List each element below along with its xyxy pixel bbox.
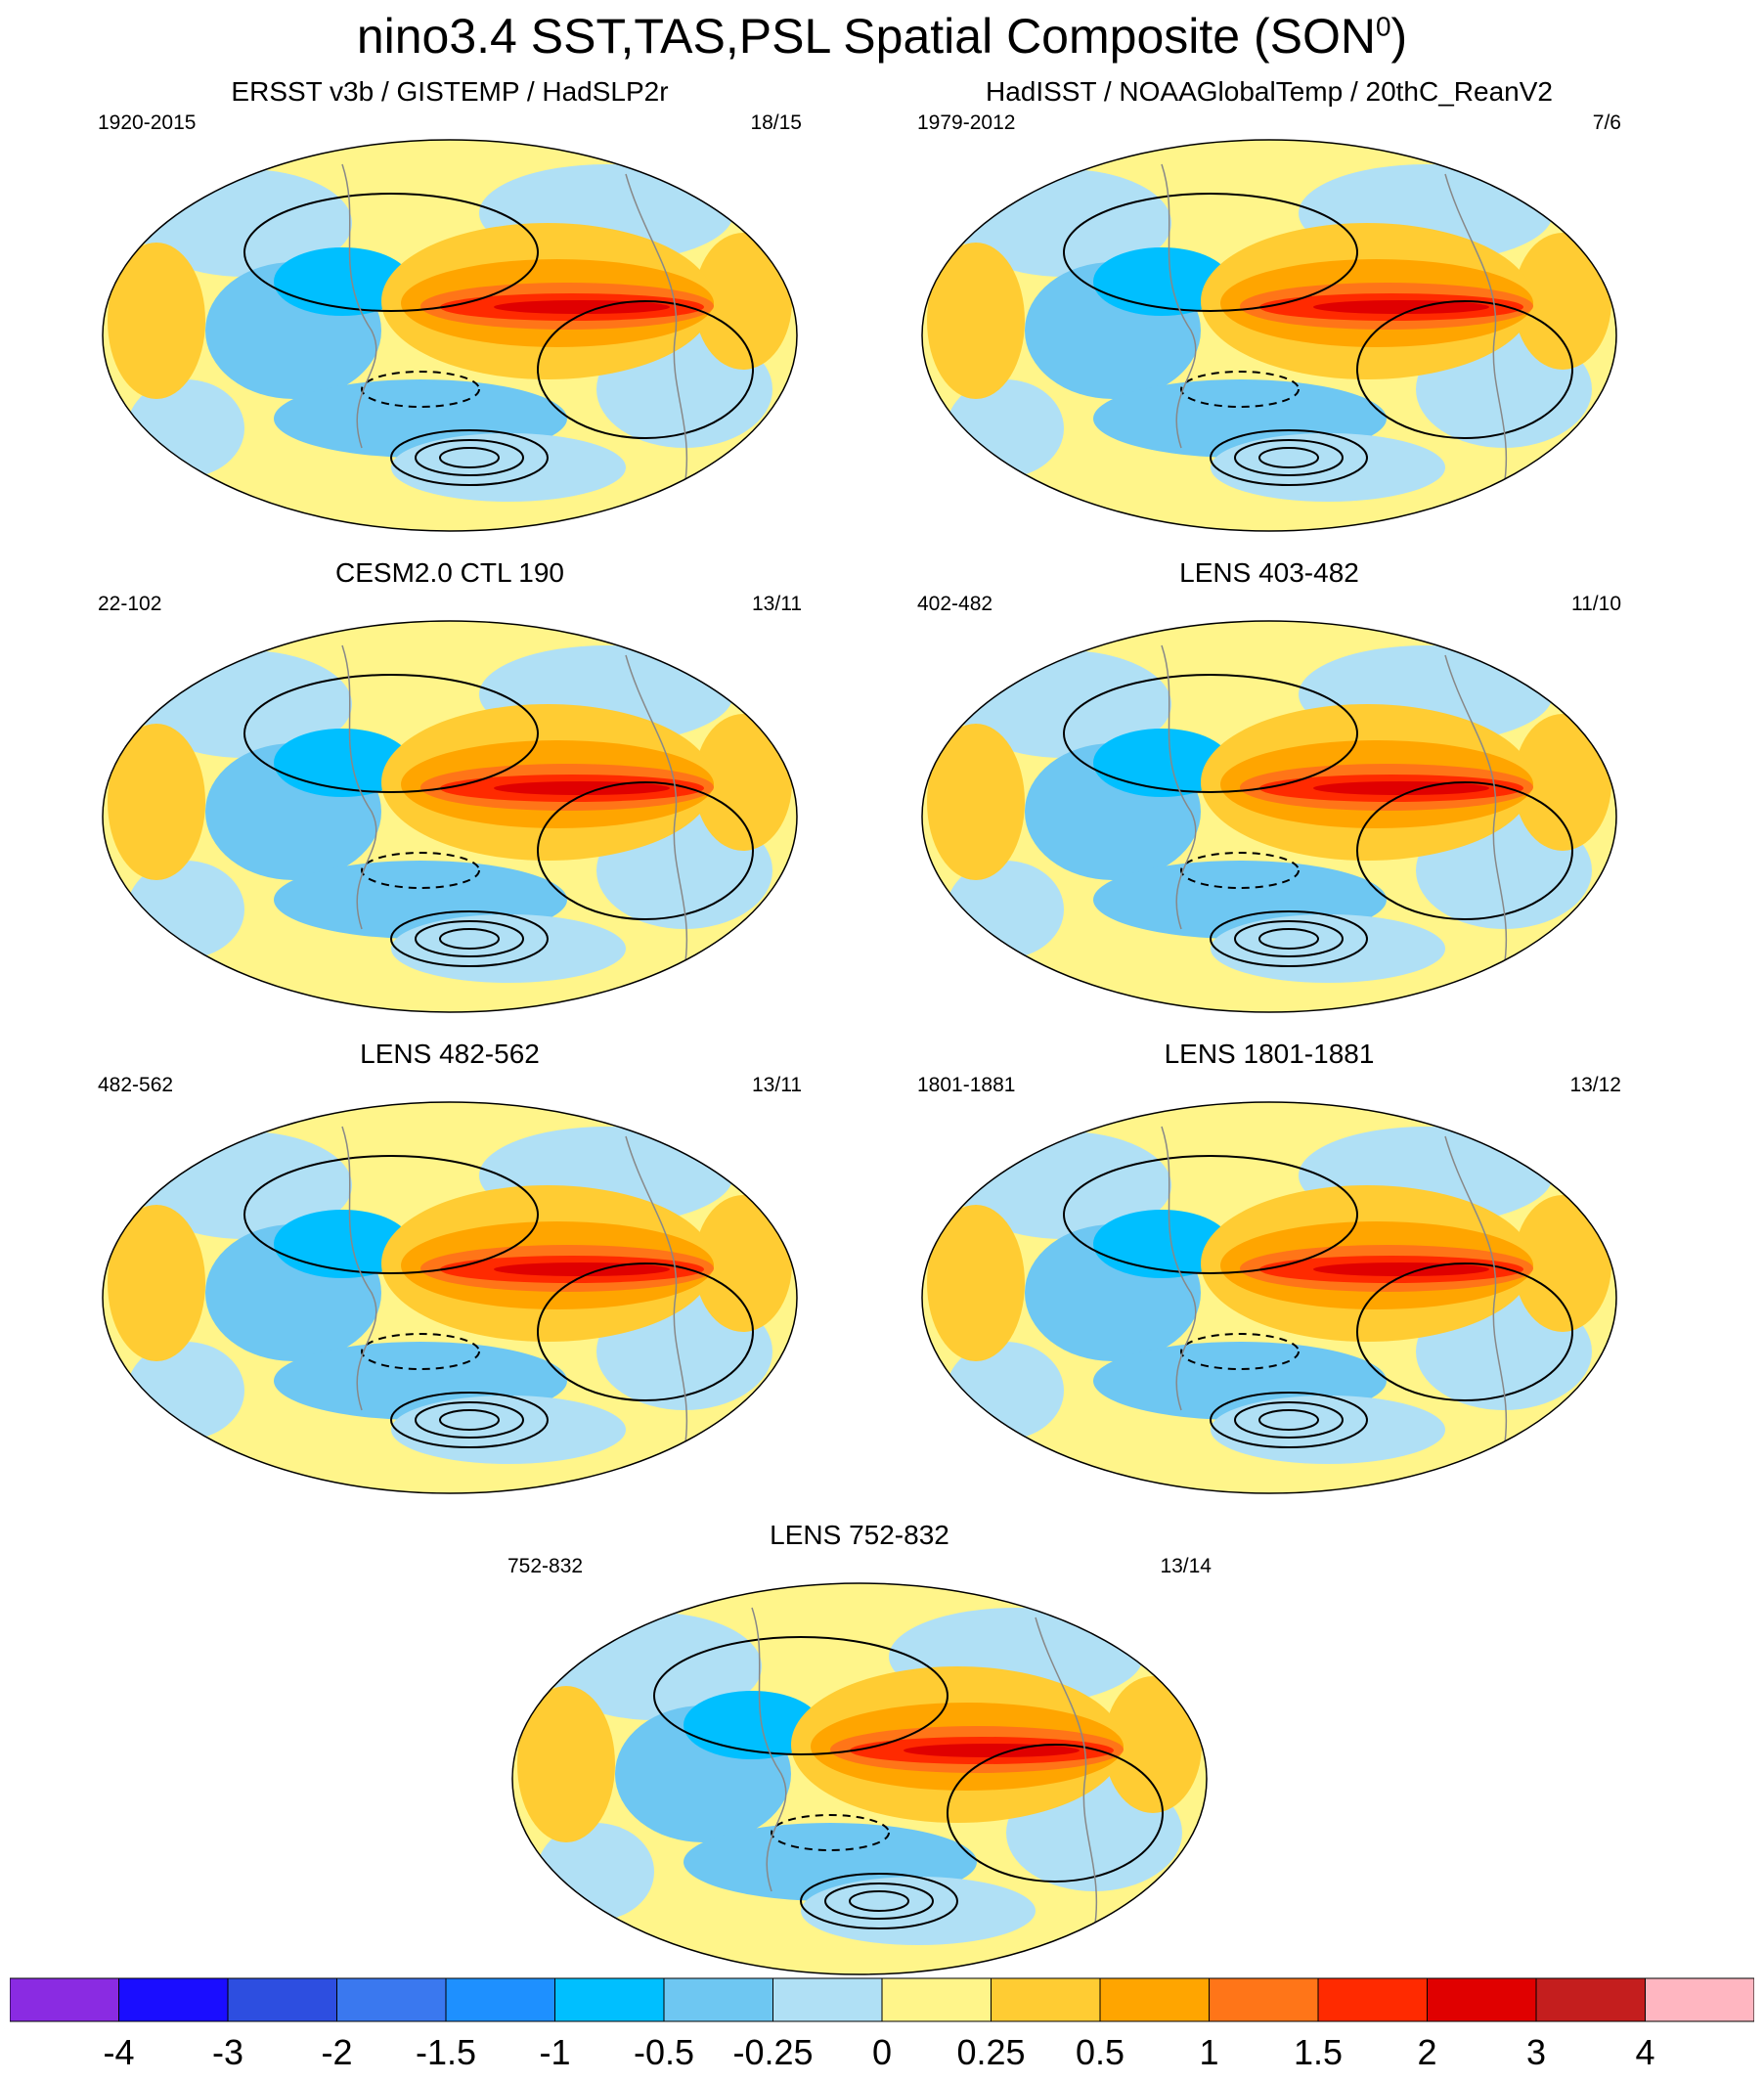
colorbar-tick-label: -1.5 xyxy=(415,2032,477,2072)
colorbar-swatch xyxy=(445,1977,555,2022)
map-panel: LENS 482-562 482-562 13/11 xyxy=(98,1039,802,1498)
colorbar-swatch xyxy=(991,1977,1101,2022)
globe-map xyxy=(102,1101,798,1494)
panel-period: 1801-1881 xyxy=(917,1074,1016,1096)
colorbar-tick-label: -4 xyxy=(103,2032,135,2072)
colorbar-swatch xyxy=(772,1977,883,2022)
panel-count: 13/11 xyxy=(752,1074,802,1096)
panel-period: 22-102 xyxy=(98,593,162,615)
colorbar-tick-label: -0.25 xyxy=(732,2032,814,2072)
colorbar-swatch xyxy=(118,1977,229,2022)
panel-count: 7/6 xyxy=(1592,111,1621,134)
colorbar-tick-label: 1 xyxy=(1199,2032,1219,2072)
globe-map xyxy=(921,620,1617,1013)
colorbar-swatch xyxy=(1099,1977,1210,2022)
map-panel: LENS 1801-1881 1801-1881 13/12 xyxy=(917,1039,1621,1498)
panel-title: CESM2.0 CTL 190 xyxy=(335,557,564,588)
panel-title: HadISST / NOAAGlobalTemp / 20thC_ReanV2 xyxy=(985,76,1553,107)
panel-period: 752-832 xyxy=(507,1555,584,1577)
panel-count: 13/14 xyxy=(1160,1555,1212,1577)
map-panel: HadISST / NOAAGlobalTemp / 20thC_ReanV2 1… xyxy=(917,76,1621,536)
colorbar-tick-label: -3 xyxy=(211,2032,244,2072)
map-panel: LENS 403-482 402-482 11/10 xyxy=(917,557,1621,1017)
colorbar-swatch xyxy=(1535,1977,1646,2022)
colorbar-swatch xyxy=(227,1977,337,2022)
panel-period: 1920-2015 xyxy=(98,111,197,134)
globe-map xyxy=(102,139,798,532)
colorbar-tick-label: 2 xyxy=(1417,2032,1437,2072)
colorbar-tick-label: -0.5 xyxy=(633,2032,695,2072)
colorbar-tick-label: 0.25 xyxy=(956,2032,1026,2072)
panel-period: 1979-2012 xyxy=(917,111,1016,134)
panel-period: 402-482 xyxy=(917,593,993,615)
colorbar-swatch xyxy=(10,1977,119,2022)
panel-title: ERSST v3b / GISTEMP / HadSLP2r xyxy=(231,76,669,107)
globe-map xyxy=(102,620,798,1013)
colorbar-tick-label: 4 xyxy=(1635,2032,1655,2072)
globe-map xyxy=(511,1582,1208,1975)
colorbar-tick-label: 0 xyxy=(871,2032,893,2072)
panel-count: 18/15 xyxy=(750,111,802,134)
colorbar-tick-label: 0.5 xyxy=(1075,2032,1125,2072)
map-panel: LENS 752-832 752-832 13/14 xyxy=(507,1520,1212,1979)
panel-count: 11/10 xyxy=(1571,593,1621,615)
colorbar-swatch xyxy=(1209,1977,1319,2022)
figure-title: nino3.4 SST,TAS,PSL Spatial Composite (S… xyxy=(356,9,1408,64)
colorbar-swatch xyxy=(336,1977,447,2022)
map-panel: CESM2.0 CTL 190 22-102 13/11 xyxy=(98,557,802,1017)
colorbar-tick-label: 1.5 xyxy=(1293,2032,1344,2072)
colorbar-swatch xyxy=(554,1977,665,2022)
map-panel: ERSST v3b / GISTEMP / HadSLP2r 1920-2015 1… xyxy=(98,76,802,536)
colorbar-swatch xyxy=(1645,1977,1754,2022)
panel-title: LENS 482-562 xyxy=(360,1039,540,1069)
colorbar-tick-label: -1 xyxy=(539,2032,571,2072)
colorbar xyxy=(10,1977,1754,2026)
colorbar-tick-label: 3 xyxy=(1525,2032,1547,2072)
panel-title: LENS 1801-1881 xyxy=(1164,1039,1375,1069)
globe-map xyxy=(921,1101,1617,1494)
panel-title: LENS 752-832 xyxy=(770,1520,949,1550)
panel-count: 13/12 xyxy=(1569,1074,1621,1096)
colorbar-tick-label: -2 xyxy=(321,2032,353,2072)
panel-count: 13/11 xyxy=(752,593,802,615)
panel-period: 482-562 xyxy=(98,1074,174,1096)
colorbar-swatch xyxy=(1317,1977,1428,2022)
colorbar-swatch xyxy=(1427,1977,1537,2022)
colorbar-swatch xyxy=(881,1977,992,2022)
globe-map xyxy=(921,139,1617,532)
colorbar-swatch xyxy=(663,1977,773,2022)
panel-title: LENS 403-482 xyxy=(1179,557,1359,588)
